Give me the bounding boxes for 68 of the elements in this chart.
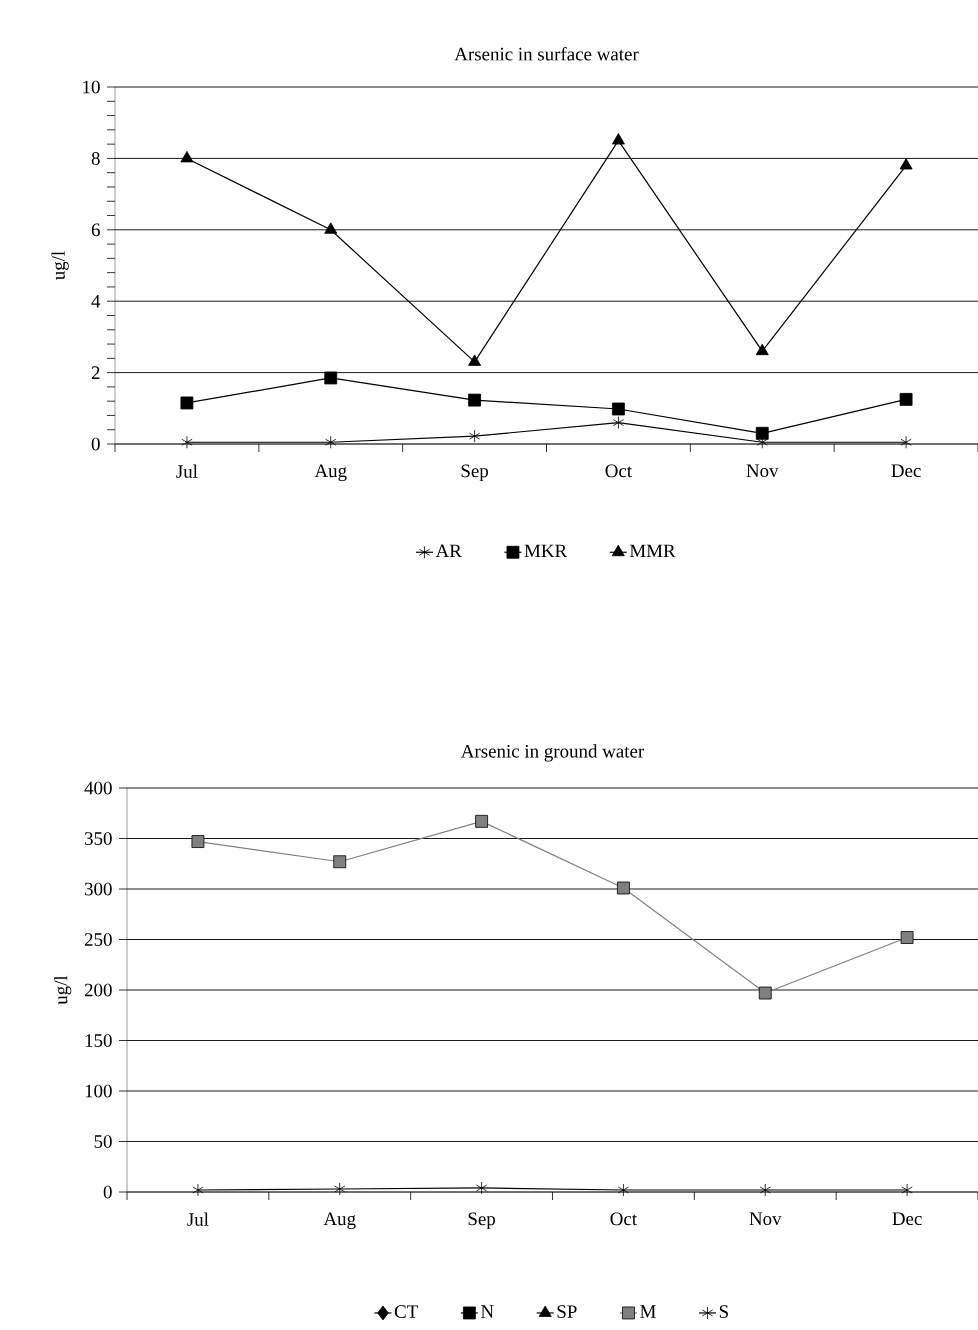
point — [180, 151, 194, 163]
y-tick-label: 6 — [91, 223, 100, 237]
y-tick-label: 300 — [84, 882, 112, 896]
chart-title: Arsenic in ground water — [460, 744, 644, 762]
point — [617, 1183, 629, 1197]
point — [612, 416, 624, 429]
y-tick-label: 400 — [84, 781, 112, 795]
y-tick-label: 100 — [85, 1084, 112, 1098]
point — [899, 158, 913, 170]
point — [467, 393, 481, 407]
y-tick-label: 350 — [84, 832, 112, 845]
y-axis-title: ug/l — [53, 975, 72, 1005]
point — [181, 435, 193, 449]
point — [324, 222, 337, 234]
legend-label: MMR — [629, 544, 676, 558]
point — [616, 881, 630, 895]
x-tick-label: Oct — [605, 464, 632, 478]
point — [899, 392, 913, 406]
point — [192, 1183, 204, 1197]
y-tick-label: 4 — [91, 294, 100, 308]
point — [474, 814, 488, 828]
y-tick-label: 8 — [91, 152, 100, 165]
x-tick-label: Jul — [176, 464, 198, 478]
point — [755, 426, 769, 440]
point — [475, 1181, 487, 1195]
y-tick-label: 2 — [91, 366, 100, 379]
point — [180, 396, 194, 410]
legend-label: MKR — [524, 544, 567, 558]
point — [611, 133, 625, 145]
y-tick-label: 200 — [84, 983, 112, 997]
x-tick-label: Aug — [314, 464, 347, 482]
x-tick-label: Jul — [187, 1212, 209, 1226]
point — [333, 1182, 346, 1196]
x-tick-label: Dec — [891, 464, 921, 478]
point — [191, 835, 205, 848]
y-tick-label: 50 — [94, 1135, 112, 1148]
point — [333, 855, 346, 869]
x-tick-label: Oct — [610, 1212, 637, 1226]
point — [901, 1183, 913, 1197]
x-tick-label: Sep — [468, 1212, 495, 1230]
point — [900, 435, 912, 449]
y-tick-label: 10 — [83, 80, 100, 94]
point — [467, 354, 481, 366]
point — [758, 986, 772, 1000]
point — [759, 1183, 771, 1197]
point — [900, 931, 914, 944]
y-tick-label: 0 — [103, 1185, 112, 1199]
y-tick-label: 250 — [84, 933, 112, 946]
point — [755, 343, 769, 356]
x-tick-label: Nov — [746, 464, 779, 478]
x-tick-label: Sep — [461, 464, 488, 482]
legend-label: SP — [557, 1305, 577, 1318]
point — [324, 371, 337, 385]
point — [324, 435, 337, 449]
chart-title: Arsenic in surface water — [454, 47, 639, 61]
point — [611, 402, 625, 416]
y-tick-label: 150 — [85, 1034, 112, 1047]
y-axis-title: ug/l — [51, 251, 69, 280]
x-tick-label: Aug — [323, 1212, 356, 1230]
legend-label: S — [719, 1305, 728, 1318]
legend-label: CT — [394, 1305, 418, 1318]
point — [468, 429, 480, 443]
x-tick-label: Dec — [892, 1212, 922, 1226]
legend-label: M — [639, 1305, 656, 1318]
x-tick-label: Nov — [749, 1212, 782, 1226]
y-tick-label: 0 — [91, 437, 100, 451]
legend-label: N — [480, 1305, 494, 1318]
legend-label: AR — [435, 544, 462, 558]
